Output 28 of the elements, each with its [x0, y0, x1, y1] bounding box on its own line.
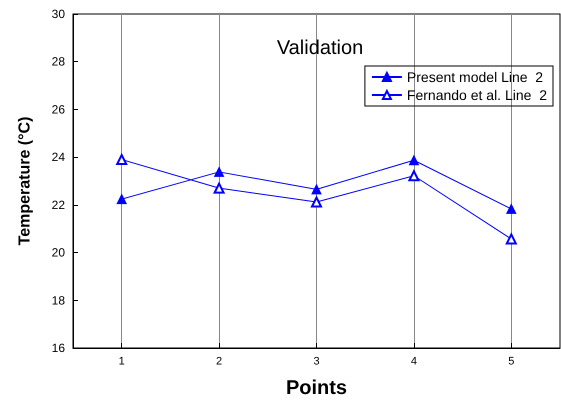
- x-tick-label: 3: [313, 356, 320, 368]
- y-axis-title: Temperature (°C): [16, 116, 34, 246]
- y-tick-label: 24: [52, 150, 66, 164]
- y-tick-label: 26: [52, 102, 66, 116]
- point: [214, 182, 225, 194]
- y-tick-label: 18: [52, 293, 66, 308]
- x-tick-label: 2: [216, 356, 222, 368]
- y-tick-label: 22: [52, 198, 66, 212]
- x-tick-label: 5: [508, 356, 514, 368]
- point: [408, 170, 420, 182]
- text: Validation: [276, 37, 364, 59]
- point: [506, 204, 516, 214]
- point: [408, 155, 419, 166]
- legend-label: Fernando et al. Line 2: [406, 87, 548, 103]
- point: [116, 154, 128, 166]
- x-tick-label: 1: [118, 356, 125, 368]
- y-tick-label: 16: [52, 341, 66, 355]
- y-tick-label: 20: [52, 246, 66, 260]
- point: [116, 194, 127, 204]
- y-tick-label: 30: [52, 7, 66, 21]
- point: [312, 184, 322, 194]
- point: [506, 233, 517, 244]
- x-tick-label: 4: [410, 356, 417, 368]
- point: [311, 196, 322, 208]
- y-tick-label: 28: [52, 54, 66, 69]
- legend-label: Present model Line 2: [406, 69, 544, 85]
- point: [214, 166, 224, 177]
- x-axis-title: Points: [286, 377, 348, 399]
